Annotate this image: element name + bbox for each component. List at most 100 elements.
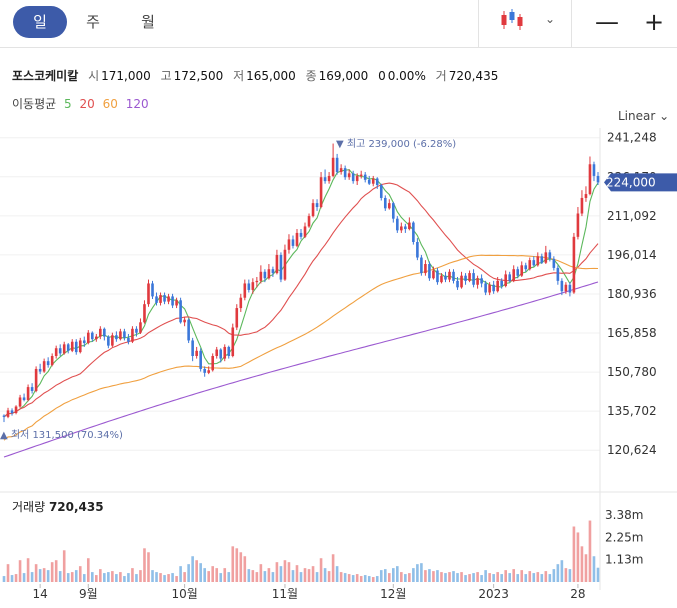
ma-20[interactable]: 20 [79,97,95,111]
candle-body [119,331,122,340]
volume-tick: 2.25m [605,530,643,544]
candle-body [536,256,540,266]
candle-body [58,348,62,354]
candle-body [275,254,279,274]
candle-body [303,226,307,237]
chart-type-dropdown[interactable]: ⌄ [478,0,572,47]
candle-body [564,284,568,292]
candle-body [540,256,544,263]
candle-body [383,197,387,209]
candle-body [74,341,78,353]
volume-bar [187,564,190,582]
ma-60[interactable]: 60 [102,97,118,111]
candle-body [440,275,443,283]
candle-body [251,282,255,290]
ma-120[interactable]: 120 [125,97,149,111]
volume-bar [564,568,568,582]
candle-body [103,328,106,337]
high-label: 고 [160,69,172,83]
candle-body [428,264,431,279]
candle-body [299,232,303,237]
volume-bar [584,554,588,582]
candle-body [392,203,395,219]
tab-daily[interactable]: 일 [13,6,67,38]
volume-bar [99,569,102,582]
candle-body [187,319,190,341]
volume-bar [175,576,178,582]
volume-bar [199,563,202,582]
volume-bar [424,570,427,582]
volume-bar [159,573,162,582]
volume-bar [26,558,30,582]
candle-body [560,280,564,292]
volume-legend-value: 720,435 [48,500,104,514]
tab-monthly[interactable]: 월 [141,13,155,31]
volume-bar [315,572,319,582]
candle-body [343,168,347,178]
date-axis: 14 9월 10월 11월 12월 2023 28 [32,584,586,601]
ma-5[interactable]: 5 [64,97,72,111]
candle-body [283,249,287,280]
candle-body [291,239,295,246]
zoom-out-button[interactable]: — [595,8,619,36]
candle-body [135,328,138,333]
volume-bar [484,570,487,582]
volume-bar [283,560,287,582]
volume-axis: 3.38m 2.25m 1.13m [605,508,643,567]
volume-bar [504,570,507,582]
volume-value: 720,435 [448,69,499,83]
candle-body [576,213,580,237]
volume-bar [343,573,347,582]
candle-body [147,283,150,305]
volume-bar [335,566,339,582]
candle-body [2,415,6,417]
volume-bar [135,574,138,582]
volume-bar [408,573,411,582]
volume-bar [247,569,251,582]
volume-bar [580,546,584,582]
volume-bar [74,570,78,582]
candle-body [556,267,560,281]
volume-bar [287,562,291,582]
candle-body [359,174,363,176]
volume-bar [191,556,194,582]
volume-bar [516,574,520,582]
candle-body [512,269,516,281]
scale-dropdown[interactable]: Linear ⌄ [618,109,669,123]
date-tick: 9월 [79,587,98,601]
candle-body [279,254,283,280]
volume-bar [327,571,331,582]
tab-weekly[interactable]: 주 [86,13,100,31]
volume-bar [227,572,231,582]
volume-bar [155,572,158,582]
volume-bar [207,571,210,582]
candle-body [111,335,114,346]
zoom-in-button[interactable]: + [643,8,665,36]
volume-bar [299,572,303,582]
candle-body [307,216,311,227]
volume-bar [528,571,532,582]
price-tick: 150,780 [607,365,657,379]
volume-bar [412,568,415,582]
volume-bar [107,572,110,582]
candle-body [66,344,70,351]
candle-body [223,346,227,359]
volume-bar [556,564,560,582]
annotations: 224,000 ▼ 최고 239,000 (-6.28%) ▲ 최저 131,500… [0,138,677,441]
candle-body [82,340,86,344]
candle-body [363,174,367,180]
volume-bar [18,560,22,582]
volume-bar [355,574,359,582]
volume-bar [588,520,592,582]
ma-line-60 [3,254,599,441]
candle-body [508,274,512,281]
volume-bar [139,570,142,582]
candle-body [572,236,576,293]
volume-bar [532,573,536,582]
candle-body [323,177,327,182]
volume-bar [295,565,299,582]
volume-bar [183,572,186,582]
volume-bar [367,576,371,582]
volume-bar [468,574,471,582]
